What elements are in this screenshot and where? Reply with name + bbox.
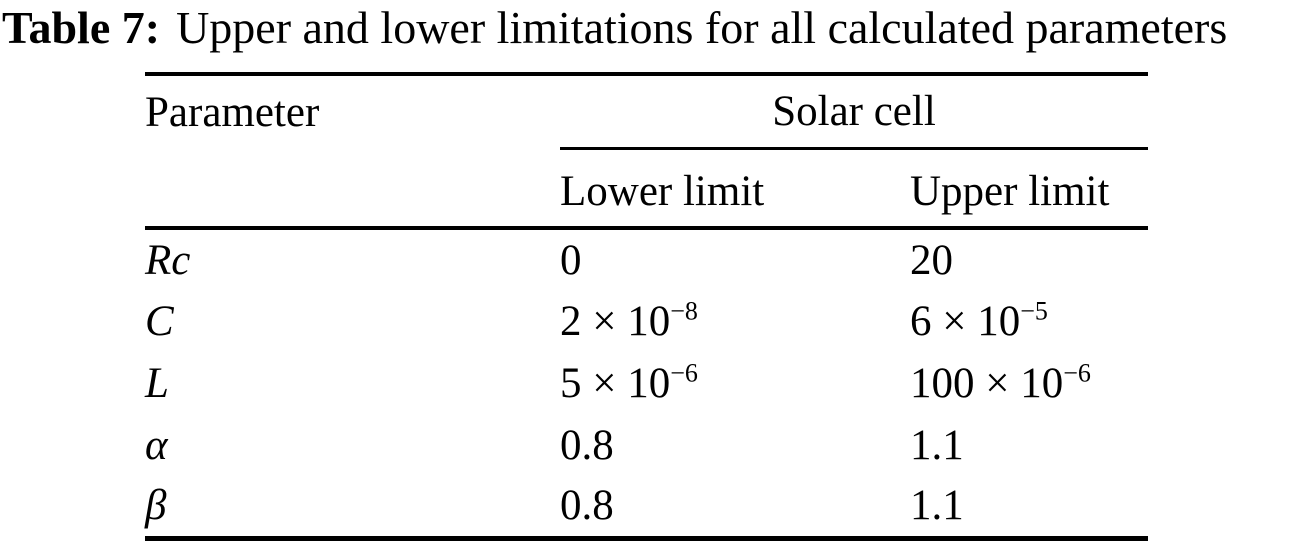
upper-limit-value: 1.1 — [910, 421, 964, 469]
upper-limit-value: 1.1 — [910, 482, 964, 530]
table-header-limits-row: Lower limit Upper limit — [145, 148, 1148, 230]
upper-limit-value: 100 × 10−6 — [910, 358, 1091, 407]
table-row-l: L 5 × 10−6 100 × 10−6 — [145, 352, 1148, 414]
col-header-parameter: Parameter — [145, 88, 320, 136]
exponent: −6 — [670, 358, 698, 388]
lower-limit-value: 0.8 — [560, 421, 614, 469]
lower-limit-value: 0.8 — [560, 482, 614, 530]
param-symbol: L — [145, 359, 169, 407]
upper-limit-value: 20 — [910, 236, 953, 284]
table-caption-text: Upper and lower limitations for all calc… — [176, 2, 1228, 53]
param-symbol: C — [145, 297, 174, 345]
param-symbol: α — [145, 421, 168, 469]
col-header-lower-limit: Lower limit — [560, 148, 910, 230]
col-header-empty — [145, 148, 560, 230]
col-header-upper-limit: Upper limit — [910, 148, 1148, 230]
exponent: −8 — [670, 296, 698, 326]
col-group-header-solar-cell: Solar cell — [560, 74, 1148, 150]
table-row-rc: Rc 0 20 — [145, 228, 1148, 290]
param-symbol: Rc — [145, 236, 191, 284]
table-row-beta: β 0.8 1.1 — [145, 476, 1148, 538]
table-header-group-row: Parameter Solar cell — [145, 74, 1148, 150]
table-caption: Table 7: Upper and lower limitations for … — [2, 2, 1227, 55]
exponent: −6 — [1063, 358, 1091, 388]
upper-limit-value: 6 × 10−5 — [910, 296, 1048, 345]
table-caption-number: Table 7: — [2, 2, 161, 53]
param-symbol: β — [145, 482, 167, 530]
lower-limit-value: 2 × 10−8 — [560, 296, 698, 345]
exponent: −5 — [1020, 296, 1048, 326]
table-row-c: C 2 × 10−8 6 × 10−5 — [145, 290, 1148, 352]
lower-limit-value: 0 — [560, 236, 582, 284]
lower-limit-value: 5 × 10−6 — [560, 358, 698, 407]
table-row-alpha: α 0.8 1.1 — [145, 414, 1148, 476]
parameters-table: Parameter Solar cell Lower limit Upper l… — [145, 72, 1148, 541]
